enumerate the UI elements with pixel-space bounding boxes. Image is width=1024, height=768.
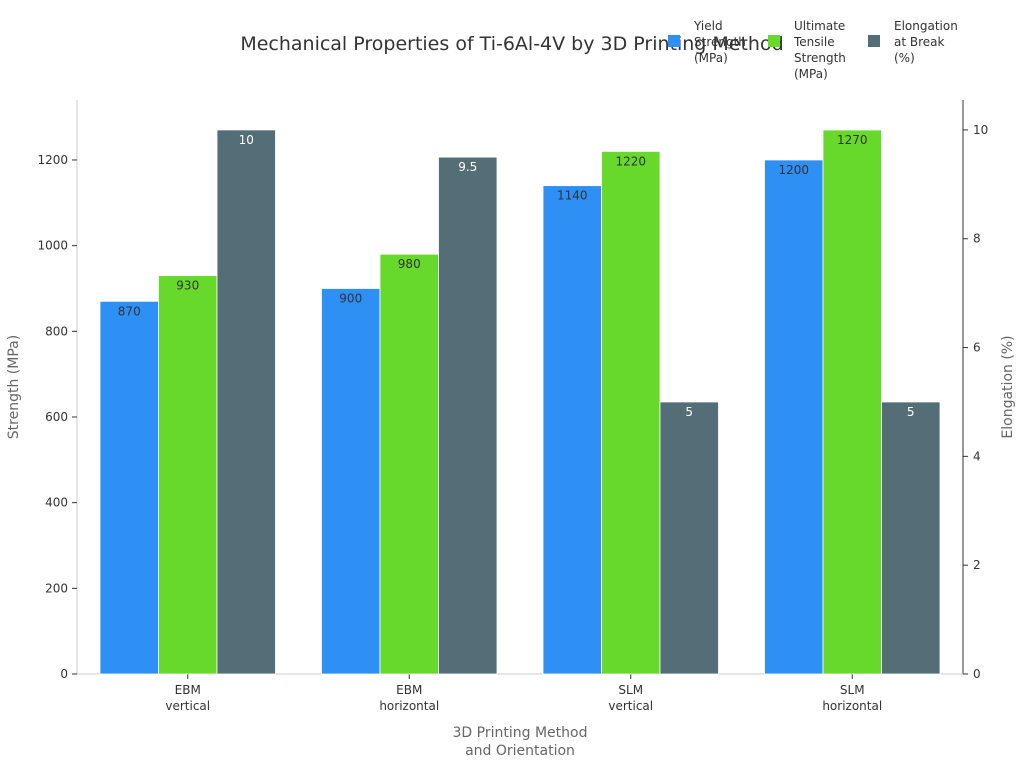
bar	[216, 129, 276, 675]
y2-axis-label: Elongation (%)	[1000, 335, 1016, 438]
bar	[379, 253, 439, 675]
bar	[158, 275, 218, 675]
x-tick-label: SLM vertical	[608, 683, 653, 713]
bar-value-label: 1270	[837, 133, 868, 147]
y-tick-label: 400	[45, 496, 68, 510]
chart-bars	[99, 129, 941, 675]
bar	[601, 151, 661, 675]
y2-tick-label: 0	[973, 667, 981, 681]
legend-label: Yield Strength (MPa)	[693, 19, 746, 65]
y-tick-label: 200	[45, 581, 68, 595]
legend-label-line: Ultimate	[794, 19, 845, 33]
legend-label-line: Strength	[694, 35, 746, 49]
x-tick-label: EBM vertical	[165, 683, 210, 713]
bar	[321, 288, 381, 675]
bar-value-label: 9.5	[458, 160, 477, 174]
bar	[99, 300, 159, 675]
chart-title: Mechanical Properties of Ti-6Al-4V by 3D…	[240, 33, 783, 55]
y2-tick-label: 10	[973, 123, 988, 137]
x-tick-label-line: vertical	[608, 699, 653, 713]
x-tick-label-line: EBM	[396, 683, 422, 697]
legend-label-line: at Break	[894, 35, 945, 49]
y-tick-label: 0	[60, 667, 68, 681]
legend-label: Ultimate Tensile Strength (MPa)	[793, 19, 846, 81]
legend-label-line: (%)	[894, 51, 915, 65]
legend-label-line: Yield	[693, 19, 723, 33]
x-axis-label-line: and Orientation	[465, 743, 575, 759]
x-tick-label-line: SLM	[840, 683, 865, 697]
bar	[822, 129, 882, 675]
bar-value-label: 980	[398, 257, 421, 271]
bar-value-label: 1220	[615, 154, 646, 168]
x-tick-label-line: SLM	[618, 683, 643, 697]
y-tick-label: 600	[45, 410, 68, 424]
bar	[881, 401, 941, 675]
bar-value-label: 900	[339, 291, 362, 305]
y2-tick-label: 2	[973, 558, 981, 572]
legend-label-line: (MPa)	[694, 51, 728, 65]
bar-value-label: 10	[239, 133, 254, 147]
legend-label: Elongation at Break (%)	[894, 19, 958, 65]
legend-label-line: (MPa)	[794, 67, 828, 81]
y2-tick-label: 8	[973, 232, 981, 246]
x-axis-label: 3D Printing Method and Orientation	[453, 725, 588, 759]
bar	[438, 156, 498, 675]
bar	[764, 159, 824, 675]
x-tick-label-line: vertical	[165, 699, 210, 713]
x-tick-label-line: EBM	[175, 683, 201, 697]
legend-swatch	[768, 35, 780, 47]
x-tick-label: SLM horizontal	[822, 683, 882, 713]
x-axis-label-line: 3D Printing Method	[453, 725, 588, 741]
legend-swatch	[868, 35, 880, 47]
y-tick-label: 1200	[37, 153, 68, 167]
bar-value-label: 1140	[557, 189, 588, 203]
bar-value-label: 930	[176, 279, 199, 293]
bar-value-label: 5	[907, 405, 915, 419]
y2-tick-label: 4	[973, 449, 981, 463]
chart-bar-labels: 870 930 10 900 980 9.5 1140 1220 5 1200 1270 5	[118, 133, 915, 419]
bar-value-label: 1200	[778, 163, 809, 177]
bar-value-label: 5	[685, 405, 693, 419]
x-tick-label: EBM horizontal	[379, 683, 439, 713]
y-tick-label: 800	[45, 324, 68, 338]
bar	[659, 401, 719, 675]
legend-swatch	[668, 35, 680, 47]
x-tick-label-line: horizontal	[379, 699, 439, 713]
bar	[542, 185, 602, 675]
y-tick-label: 1000	[37, 239, 68, 253]
bar-value-label: 870	[118, 304, 141, 318]
x-tick-label-line: horizontal	[822, 699, 882, 713]
legend-label-line: Strength	[794, 51, 846, 65]
legend-label-line: Elongation	[894, 19, 958, 33]
chart-legend: Yield Strength (MPa) Ultimate Tensile Strengt…	[668, 19, 958, 81]
y2-tick-label: 6	[973, 341, 981, 355]
y-axis-label: Strength (MPa)	[6, 335, 22, 439]
legend-label-line: Tensile	[793, 35, 835, 49]
